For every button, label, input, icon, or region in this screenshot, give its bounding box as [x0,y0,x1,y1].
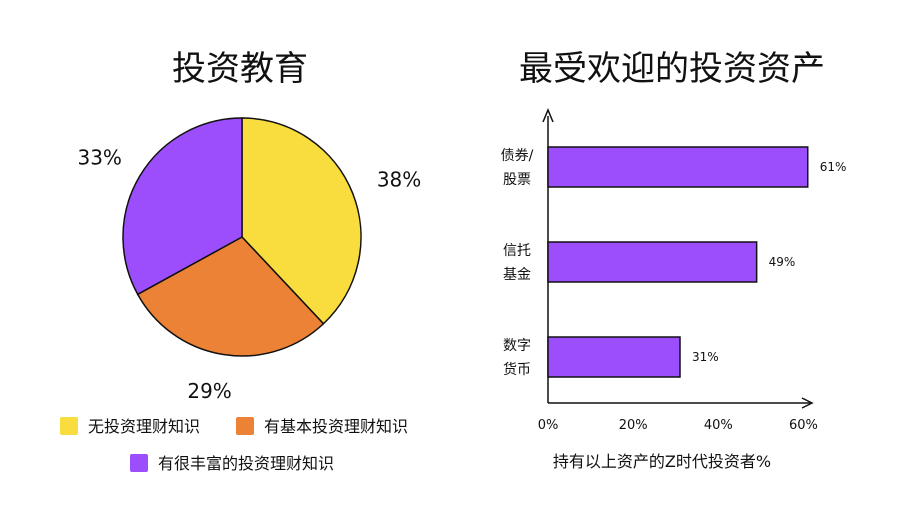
pie-slice-label-1: 29% [187,379,231,403]
pie-chart: 38% 29% 33% [77,117,421,403]
category-label-0-1: 股票 [503,172,531,188]
pie-slice-0 [241,117,362,325]
legend-label-0: 无投资理财知识 [88,417,200,436]
pie-slice-1 [136,236,325,357]
legend-label-2: 有很丰富的投资理财知识 [158,454,334,473]
bar-value-label-0: 61% [820,160,847,174]
legend-swatch-2 [130,454,148,472]
x-axis-arrow [801,397,814,409]
bar-2 [547,336,681,378]
bar-0 [547,146,809,188]
legend-label-1: 有基本投资理财知识 [264,417,408,436]
category-label-1-1: 基金 [503,266,531,283]
pie-slice-2 [122,117,243,296]
y-axis-arrow [542,108,554,123]
x-tick-label-3: 60% [789,418,818,433]
bar-title: 最受欢迎的投资资产 [519,49,825,89]
category-label-2-1: 货币 [503,361,531,378]
x-tick-label-0: 0% [538,418,559,433]
bar-1 [547,241,758,283]
pie-slice-label-0: 38% [377,168,421,192]
bar-x-axis-title: 持有以上资产的Z时代投资者% [553,452,771,471]
pie-title: 投资教育 [172,49,308,89]
bar-value-label-1: 49% [769,255,796,269]
x-tick-label-1: 20% [619,418,648,433]
legend-swatch-1 [236,417,254,435]
category-label-1-0: 信托 [503,243,531,259]
bar-value-label-2: 31% [692,350,719,364]
category-label-0-0: 债券/ [501,148,534,164]
x-tick-label-2: 40% [704,418,733,433]
category-label-2-0: 数字 [503,338,531,354]
legend-swatch-0 [60,417,78,435]
pie-slice-label-2: 33% [77,146,121,170]
